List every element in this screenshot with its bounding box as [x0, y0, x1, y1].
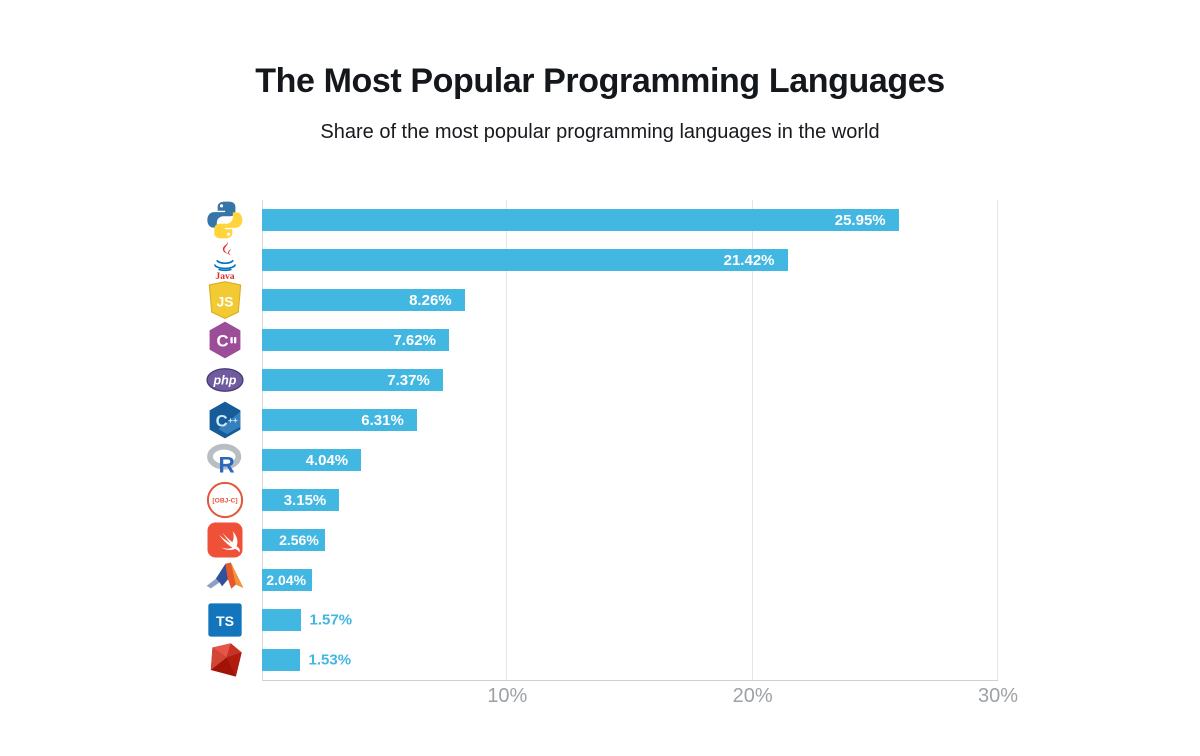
bar-track: 25.95% [262, 209, 998, 231]
bar-value-label: 1.53% [308, 651, 352, 669]
x-tick-label: 10% [487, 685, 528, 707]
x-tick-label: 30% [977, 685, 1019, 707]
bar-r: 4.04% [262, 449, 362, 471]
row-python: 25.95% [205, 200, 998, 240]
bar-rows: 25.95% Java 21.42% JS 8.26% C [205, 200, 998, 680]
bar-php: 7.37% [262, 369, 443, 391]
svg-text:C: C [216, 411, 228, 430]
svg-text:php: php [213, 374, 237, 388]
chart-title: The Most Popular Programming Languages [255, 62, 945, 100]
bar-track: 7.62% [262, 329, 998, 351]
y-axis-line [262, 200, 263, 680]
row-r: R 4.04% [205, 440, 998, 480]
bar-track: 7.37% [262, 369, 998, 391]
bar-track: 2.04% [262, 569, 998, 591]
gridline-30 [997, 200, 998, 680]
row-ruby: 1.53% [205, 640, 998, 680]
python-icon [205, 200, 245, 240]
bar-value-label: 4.04% [305, 451, 349, 469]
svg-text:++: ++ [228, 415, 238, 425]
bar-typescript [262, 609, 301, 631]
bar-objective-c: 3.15% [262, 489, 340, 511]
bar-value-label: 3.15% [283, 491, 327, 509]
bar-track: 21.42% [262, 249, 998, 271]
svg-text:R: R [219, 453, 235, 478]
bar-track: 1.53% [262, 649, 998, 671]
javascript-icon: JS [205, 280, 245, 320]
bar-matlab: 2.04% [262, 569, 313, 591]
bar-swift: 2.56% [262, 529, 325, 551]
svg-text:C: C [216, 331, 228, 350]
row-objective-c: [OBJ-C] 3.15% [205, 480, 998, 520]
row-java: Java 21.42% [205, 240, 998, 282]
bar-track: 2.56% [262, 529, 998, 551]
bar-python: 25.95% [262, 209, 899, 231]
bar-track: 4.04% [262, 449, 998, 471]
bar-ruby [262, 649, 300, 671]
r-icon: R [205, 440, 245, 480]
bar-value-label: 25.95% [834, 211, 886, 229]
x-axis: 10% 20% 30% [262, 685, 1018, 711]
bar-csharp: 7.62% [262, 329, 449, 351]
bar-track: 1.57% [262, 609, 998, 631]
bar-track: 3.15% [262, 489, 998, 511]
bar-value-label: 1.57% [309, 611, 353, 629]
bar-track: 8.26% [262, 289, 998, 311]
row-matlab: 2.04% [205, 560, 998, 600]
row-csharp: C 7.62% [205, 320, 998, 360]
bar-cpp: 6.31% [262, 409, 417, 431]
row-typescript: TS 1.57% [205, 600, 998, 640]
bar-value-label: 2.04% [266, 572, 307, 588]
row-javascript: JS 8.26% [205, 280, 998, 320]
row-cpp: C ++ 6.31% [205, 400, 998, 440]
matlab-icon [205, 560, 245, 600]
bar-value-label: 6.31% [361, 411, 404, 429]
cpp-icon: C ++ [205, 400, 245, 440]
java-icon: Java [205, 240, 245, 282]
bar-javascript: 8.26% [262, 289, 465, 311]
bar-value-label: 8.26% [409, 291, 452, 309]
svg-text:JS: JS [217, 294, 234, 309]
bar-value-label: 7.37% [387, 371, 430, 389]
swift-icon [205, 520, 245, 560]
bar-value-label: 21.42% [723, 251, 775, 269]
gridline-10 [506, 200, 508, 680]
gridline-20 [751, 200, 753, 680]
csharp-icon: C [205, 320, 245, 360]
svg-text:[OBJ-C]: [OBJ-C] [212, 498, 237, 505]
chart-subtitle: Share of the most popular programming la… [320, 121, 880, 143]
bar-track: 6.31% [262, 409, 998, 431]
bar-value-label: 7.62% [393, 331, 436, 349]
row-swift: 2.56% [205, 520, 998, 560]
svg-text:Java: Java [215, 271, 234, 282]
bar-value-label: 2.56% [279, 532, 319, 548]
ruby-icon [205, 640, 245, 680]
x-tick-label: 20% [732, 685, 773, 707]
row-php: php 7.37% [205, 360, 998, 400]
objective-c-icon: [OBJ-C] [205, 480, 245, 520]
typescript-icon: TS [205, 600, 245, 640]
php-icon: php [205, 360, 245, 400]
plot-area [262, 200, 998, 681]
svg-text:TS: TS [216, 614, 234, 630]
bar-java: 21.42% [262, 249, 788, 271]
